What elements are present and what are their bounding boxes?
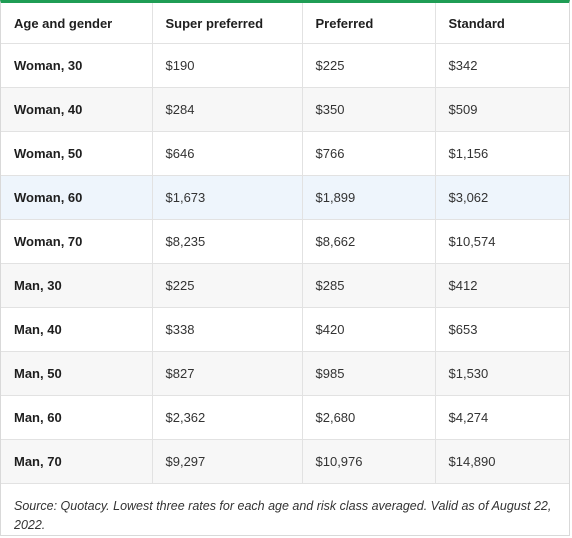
- table-row: Woman, 50 $646 $766 $1,156: [1, 131, 569, 176]
- preferred-rate: $985: [302, 351, 436, 396]
- column-header-preferred: Preferred: [302, 3, 436, 44]
- preferred-rate: $420: [302, 307, 436, 352]
- super-preferred-rate: $827: [152, 351, 303, 396]
- standard-rate: $10,574: [435, 219, 569, 264]
- table-row: Man, 70 $9,297 $10,976 $14,890: [1, 439, 569, 484]
- preferred-rate: $1,899: [302, 175, 436, 220]
- preferred-rate: $350: [302, 87, 436, 132]
- table-row: Woman, 70 $8,235 $8,662 $10,574: [1, 219, 569, 264]
- row-label: Man, 70: [1, 439, 153, 484]
- super-preferred-rate: $284: [152, 87, 303, 132]
- standard-rate: $4,274: [435, 395, 569, 440]
- table-row: Man, 40 $338 $420 $653: [1, 307, 569, 352]
- row-label: Woman, 50: [1, 131, 153, 176]
- standard-rate: $509: [435, 87, 569, 132]
- standard-rate: $342: [435, 43, 569, 88]
- preferred-rate: $225: [302, 43, 436, 88]
- super-preferred-rate: $190: [152, 43, 303, 88]
- table-source-caption: Source: Quotacy. Lowest three rates for …: [14, 499, 552, 532]
- super-preferred-rate: $646: [152, 131, 303, 176]
- column-header-standard: Standard: [435, 3, 569, 44]
- table-row-highlighted: Woman, 60 $1,673 $1,899 $3,062: [1, 175, 569, 220]
- table-row: Man, 30 $225 $285 $412: [1, 263, 569, 308]
- standard-rate: $1,530: [435, 351, 569, 396]
- preferred-rate: $10,976: [302, 439, 436, 484]
- table-header: Age and gender Super preferred Preferred…: [1, 3, 569, 44]
- table-row: Woman, 40 $284 $350 $509: [1, 87, 569, 132]
- super-preferred-rate: $8,235: [152, 219, 303, 264]
- preferred-rate: $766: [302, 131, 436, 176]
- row-label: Woman, 30: [1, 43, 153, 88]
- super-preferred-rate: $338: [152, 307, 303, 352]
- table-row: Man, 60 $2,362 $2,680 $4,274: [1, 395, 569, 440]
- super-preferred-rate: $1,673: [152, 175, 303, 220]
- row-label: Woman, 70: [1, 219, 153, 264]
- standard-rate: $14,890: [435, 439, 569, 484]
- standard-rate: $412: [435, 263, 569, 308]
- super-preferred-rate: $225: [152, 263, 303, 308]
- header-row: Age and gender Super preferred Preferred…: [1, 3, 569, 44]
- row-label: Man, 60: [1, 395, 153, 440]
- super-preferred-rate: $2,362: [152, 395, 303, 440]
- rates-table: Age and gender Super preferred Preferred…: [1, 3, 569, 484]
- table-body: Woman, 30 $190 $225 $342 Woman, 40 $284 …: [1, 43, 569, 484]
- row-label: Man, 30: [1, 263, 153, 308]
- table-row: Woman, 30 $190 $225 $342: [1, 43, 569, 88]
- preferred-rate: $285: [302, 263, 436, 308]
- standard-rate: $3,062: [435, 175, 569, 220]
- standard-rate: $653: [435, 307, 569, 352]
- column-header-super-preferred: Super preferred: [152, 3, 303, 44]
- row-label: Man, 50: [1, 351, 153, 396]
- super-preferred-rate: $9,297: [152, 439, 303, 484]
- column-header-age-gender: Age and gender: [1, 3, 153, 44]
- preferred-rate: $8,662: [302, 219, 436, 264]
- preferred-rate: $2,680: [302, 395, 436, 440]
- row-label: Woman, 40: [1, 87, 153, 132]
- row-label: Woman, 60: [1, 175, 153, 220]
- table-row: Man, 50 $827 $985 $1,530: [1, 351, 569, 396]
- standard-rate: $1,156: [435, 131, 569, 176]
- row-label: Man, 40: [1, 307, 153, 352]
